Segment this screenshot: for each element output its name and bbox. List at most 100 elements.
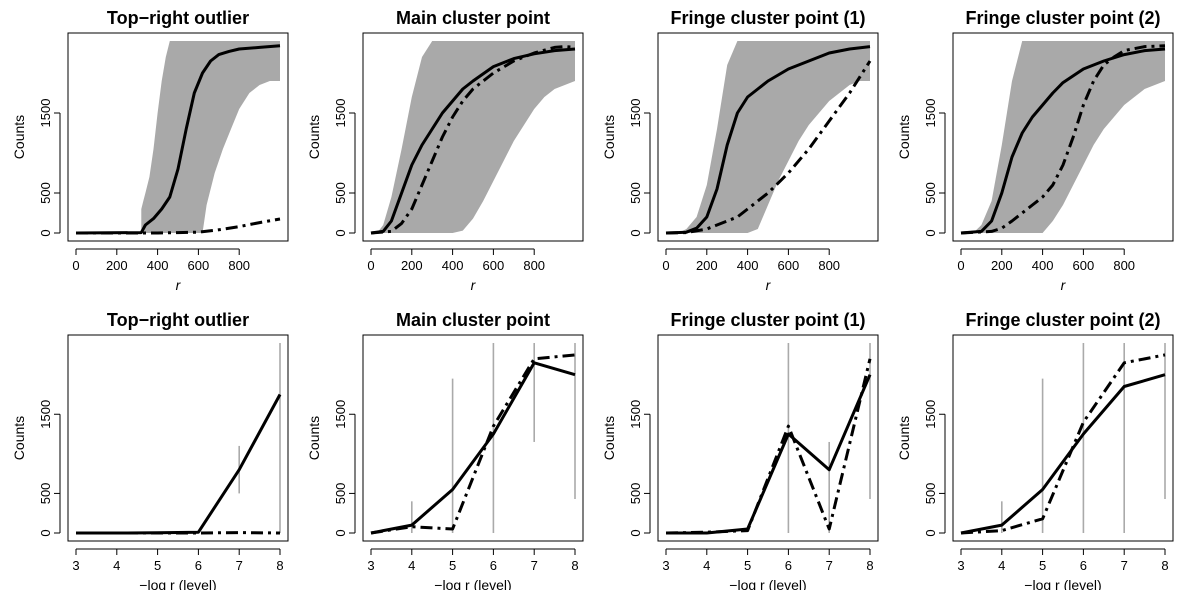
plot-frame <box>362 32 584 242</box>
plot-area <box>370 343 576 535</box>
series-line-solid <box>960 47 1166 235</box>
x-axis-label: −log r (level) <box>434 577 511 590</box>
y-tick-label: 0 <box>628 229 643 236</box>
plot-area <box>665 41 872 235</box>
x-tick-label: 8 <box>571 558 578 573</box>
y-tick-label: 1500 <box>628 99 643 128</box>
y-tick-label: 0 <box>333 529 348 536</box>
x-axis-label: −log r (level) <box>139 577 216 590</box>
panel-title: Fringe cluster point (2) <box>965 8 1160 28</box>
panel-4: 0 200 400 600 800 0 500 1500 Fringe cluster poin… <box>896 8 1174 293</box>
x-tick-label: 8 <box>276 558 283 573</box>
x-tick-label: 200 <box>991 258 1013 273</box>
envelope-band <box>377 41 575 233</box>
panel-7: 3 4 5 6 7 8 0 500 1500 Fringe cluster point (1) Co… <box>601 310 879 590</box>
y-tick-label: 0 <box>333 229 348 236</box>
y-axis-label: Counts <box>11 416 27 460</box>
x-tick-label: 5 <box>154 558 161 573</box>
panel-3: 0 200 400 600 800 0 500 1500 Fringe cluster poin… <box>601 8 879 293</box>
x-tick-label: 4 <box>703 558 710 573</box>
plot-area <box>665 343 872 535</box>
panel-1: 0 200 400 600 800 0 500 1500 Top−right outlier Co… <box>11 8 289 293</box>
plot-frame <box>657 32 879 242</box>
x-tick-label: 800 <box>228 258 250 273</box>
series-line-dashdot <box>960 44 1166 235</box>
x-tick-label: 0 <box>957 258 964 273</box>
x-tick-label: 6 <box>1080 558 1087 573</box>
x-tick-label: 0 <box>72 258 79 273</box>
x-axis-label: r <box>1061 277 1067 293</box>
series-line-solid <box>960 373 1166 535</box>
y-tick-label: 1500 <box>333 400 348 429</box>
y-tick-label: 500 <box>333 182 348 204</box>
plot-area <box>76 343 282 535</box>
y-tick-label: 0 <box>628 529 643 536</box>
y-tick-label: 1500 <box>923 400 938 429</box>
x-tick-label: 3 <box>662 558 669 573</box>
panel-title: Top−right outlier <box>107 310 249 330</box>
x-tick-label: 800 <box>818 258 840 273</box>
x-tick-label: 7 <box>531 558 538 573</box>
panel-title: Fringe cluster point (1) <box>670 8 865 28</box>
y-tick-label: 1500 <box>628 400 643 429</box>
panel-8: 3 4 5 6 7 8 0 500 1500 Fringe cluster point (2) Co… <box>896 310 1174 590</box>
x-tick-label: 6 <box>490 558 497 573</box>
envelope-band <box>678 41 870 233</box>
y-axis-label: Counts <box>896 416 912 460</box>
x-tick-label: 600 <box>188 258 210 273</box>
series-line-dashdot <box>370 45 576 235</box>
panel-2: 0 200 400 600 800 0 500 1500 Main cluster point C… <box>306 8 584 293</box>
envelope-band <box>141 41 280 233</box>
series-line-solid <box>370 47 576 235</box>
y-tick-label: 0 <box>38 229 53 236</box>
x-tick-label: 200 <box>401 258 423 273</box>
x-tick-label: 7 <box>826 558 833 573</box>
plot-frame <box>362 334 584 542</box>
x-tick-label: 0 <box>367 258 374 273</box>
series-line-solid <box>370 361 576 535</box>
x-tick-label: 0 <box>662 258 669 273</box>
series-line-solid <box>666 374 872 535</box>
plot-frame <box>952 32 1174 242</box>
y-tick-label: 0 <box>38 529 53 536</box>
y-tick-label: 500 <box>38 182 53 204</box>
series-line-solid <box>75 44 281 235</box>
y-tick-label: 1500 <box>38 99 53 128</box>
x-tick-label: 3 <box>72 558 79 573</box>
plot-frame <box>952 334 1174 542</box>
x-tick-label: 800 <box>523 258 545 273</box>
y-axis-label: Counts <box>306 115 322 159</box>
x-tick-label: 4 <box>408 558 415 573</box>
panel-5: 3 4 5 6 7 8 0 500 1500 Top−right outlier Counts −lo… <box>11 310 289 590</box>
series-line-dashdot <box>960 353 1166 535</box>
y-tick-label: 500 <box>38 483 53 505</box>
panel-6: 3 4 5 6 7 8 0 500 1500 Main cluster point Counts −l… <box>306 310 584 590</box>
plot-frame <box>657 334 879 542</box>
y-axis-label: Counts <box>601 416 617 460</box>
series-line-dashdot <box>665 60 872 235</box>
plot-area <box>75 41 281 235</box>
x-tick-label: 600 <box>778 258 800 273</box>
x-tick-label: 7 <box>236 558 243 573</box>
x-axis-label: r <box>176 277 182 293</box>
y-axis-label: Counts <box>896 115 912 159</box>
panel-title: Main cluster point <box>396 8 550 28</box>
x-axis-label: r <box>766 277 772 293</box>
y-tick-label: 500 <box>923 182 938 204</box>
x-tick-label: 200 <box>106 258 128 273</box>
x-tick-label: 800 <box>1113 258 1135 273</box>
x-tick-label: 600 <box>483 258 505 273</box>
x-tick-label: 400 <box>1032 258 1054 273</box>
x-tick-label: 200 <box>696 258 718 273</box>
x-tick-label: 400 <box>442 258 464 273</box>
series-line-solid <box>76 393 282 535</box>
y-axis-label: Counts <box>11 115 27 159</box>
x-tick-label: 4 <box>998 558 1005 573</box>
series-line-dashdot <box>370 353 576 535</box>
x-tick-label: 8 <box>866 558 873 573</box>
series-line-solid <box>665 45 871 235</box>
y-tick-label: 1500 <box>333 99 348 128</box>
x-axis-label: −log r (level) <box>1024 577 1101 590</box>
y-tick-label: 0 <box>923 529 938 536</box>
